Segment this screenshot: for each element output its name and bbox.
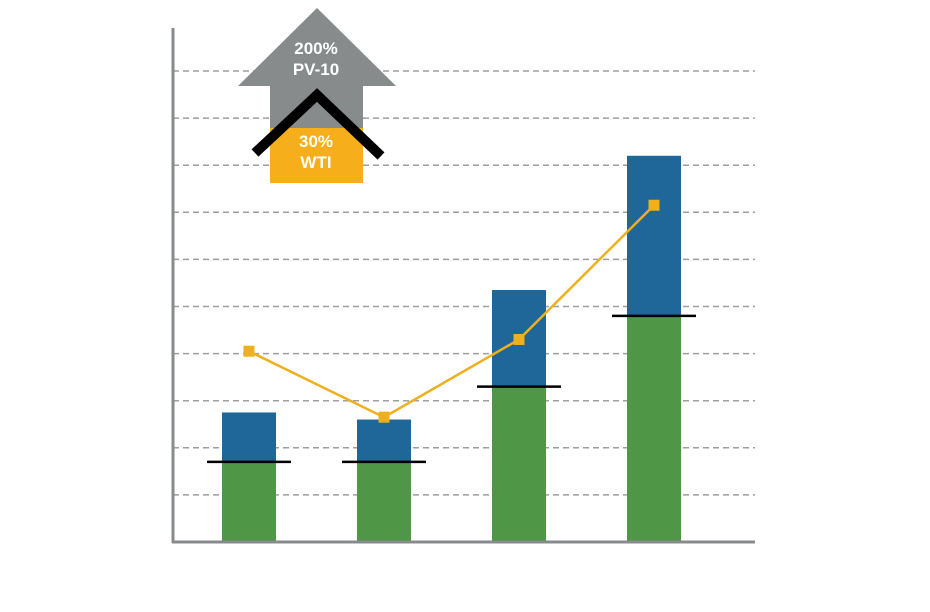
line-series xyxy=(243,199,660,423)
reference-marks xyxy=(207,314,696,464)
line-path xyxy=(248,204,655,419)
house-label-line1: 30% xyxy=(299,132,333,151)
arrow-label-line1: 200% xyxy=(294,39,337,58)
house-label-line2: WTI xyxy=(300,153,331,172)
line-point-marker xyxy=(243,345,255,357)
bar-segment-lower xyxy=(222,461,276,542)
bars xyxy=(222,155,681,542)
bar-segment-lower xyxy=(627,315,681,542)
annotation-graphic: 200% PV-10 30% WTI xyxy=(238,8,396,183)
line-point-marker xyxy=(513,333,525,345)
house-body xyxy=(270,128,363,183)
bar-segment-upper xyxy=(222,412,276,462)
line-point-marker xyxy=(648,199,660,211)
bar-segment-lower xyxy=(492,386,546,542)
house-roof-icon xyxy=(251,88,385,160)
bar-segment-lower xyxy=(357,461,411,542)
arrow-label-line2: PV-10 xyxy=(293,60,339,79)
bar-segment-upper xyxy=(357,419,411,462)
axes xyxy=(171,28,755,544)
bar-segment-upper xyxy=(627,155,681,316)
line-point-marker xyxy=(378,411,390,423)
